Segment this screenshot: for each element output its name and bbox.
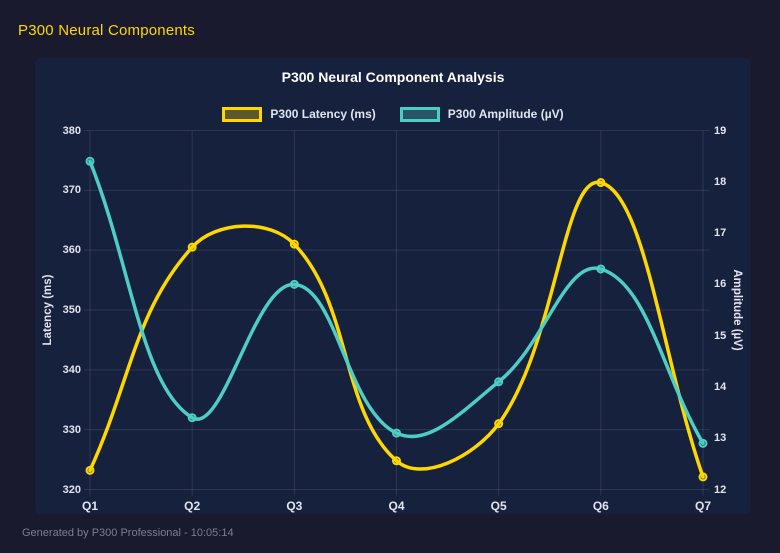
p300-latency-ms-point-q3[interactable] — [289, 239, 299, 249]
p300-amplitude-v-point-q2[interactable] — [187, 413, 197, 423]
left-axis-tick-label: 370 — [62, 184, 81, 197]
p300-amplitude-v-point-q5[interactable] — [494, 377, 504, 387]
p300-amplitude-v-point-q1[interactable] — [85, 156, 95, 166]
legend-swatch-icon — [399, 106, 440, 122]
right-axis-tick-label: 14 — [714, 380, 727, 393]
x-axis-tick-label-q3: Q3 — [286, 498, 303, 513]
right-axis-tick-label: 19 — [714, 124, 727, 137]
p300-latency-ms-point-q7[interactable] — [698, 472, 708, 482]
left-axis-tick-label: 380 — [62, 124, 81, 137]
p300-latency-ms-point-q1[interactable] — [85, 465, 95, 475]
right-axis-tick-label: 15 — [714, 329, 727, 342]
legend-item-p300-amplitude-v[interactable]: P300 Amplitude (µV) — [399, 106, 564, 122]
right-axis-tick-label: 13 — [714, 432, 727, 445]
p300-amplitude-v-point-q4[interactable] — [392, 428, 401, 438]
chart-title: P300 Neural Component Analysis — [281, 69, 505, 85]
left-axis-tick-label: 330 — [62, 423, 81, 436]
p300-latency-ms-line — [88, 180, 705, 479]
p300-amplitude-v-point-q3[interactable] — [289, 279, 299, 289]
p300-latency-ms-point-q6[interactable] — [596, 178, 606, 188]
x-axis-tick-label-q4: Q4 — [388, 498, 405, 513]
right-axis-tick-label: 18 — [714, 175, 727, 188]
left-axis-tick-label: 320 — [62, 483, 81, 496]
p300-latency-ms-point-q4[interactable] — [392, 456, 401, 466]
x-axis-tick-label-q2: Q2 — [184, 498, 201, 513]
legend-item-p300-latency-ms[interactable]: P300 Latency (ms) — [222, 106, 376, 122]
left-axis-tick-label: 360 — [62, 244, 81, 257]
legend-label: P300 Amplitude (µV) — [447, 107, 564, 121]
right-axis-tick-label: 17 — [714, 227, 727, 240]
left-axis-tick-label: 350 — [62, 304, 81, 316]
x-axis-tick-label-q6: Q6 — [592, 498, 609, 513]
page-title: P300 Neural Components — [18, 22, 196, 39]
right-axis-tick-label: 16 — [714, 278, 727, 291]
x-axis-tick-label-q1: Q1 — [81, 498, 99, 513]
p300-amplitude-v-point-q6[interactable] — [596, 264, 606, 274]
x-axis-tick-label-q7: Q7 — [694, 498, 712, 513]
legend-label: P300 Latency (ms) — [270, 107, 376, 121]
chart-canvas — [84, 130, 709, 496]
p300-latency-ms-point-q5[interactable] — [494, 419, 504, 429]
p300-amplitude-v-line — [88, 159, 705, 446]
chart-legend: P300 Latency (ms) P300 Amplitude (µV) — [35, 105, 751, 123]
legend-swatch-icon — [222, 106, 263, 122]
p300-amplitude-v-point-q7[interactable] — [698, 438, 708, 448]
x-axis-tick-label-q5: Q5 — [490, 498, 507, 513]
p300-latency-ms-point-q2[interactable] — [187, 242, 197, 252]
right-axis-tick-label: 12 — [714, 483, 727, 496]
left-axis-tick-label: 340 — [62, 363, 81, 376]
footer-status: Generated by P300 Professional - 10:05:1… — [22, 527, 234, 539]
chart-panel: P300 Neural Component Analysis P300 Late… — [35, 58, 751, 514]
